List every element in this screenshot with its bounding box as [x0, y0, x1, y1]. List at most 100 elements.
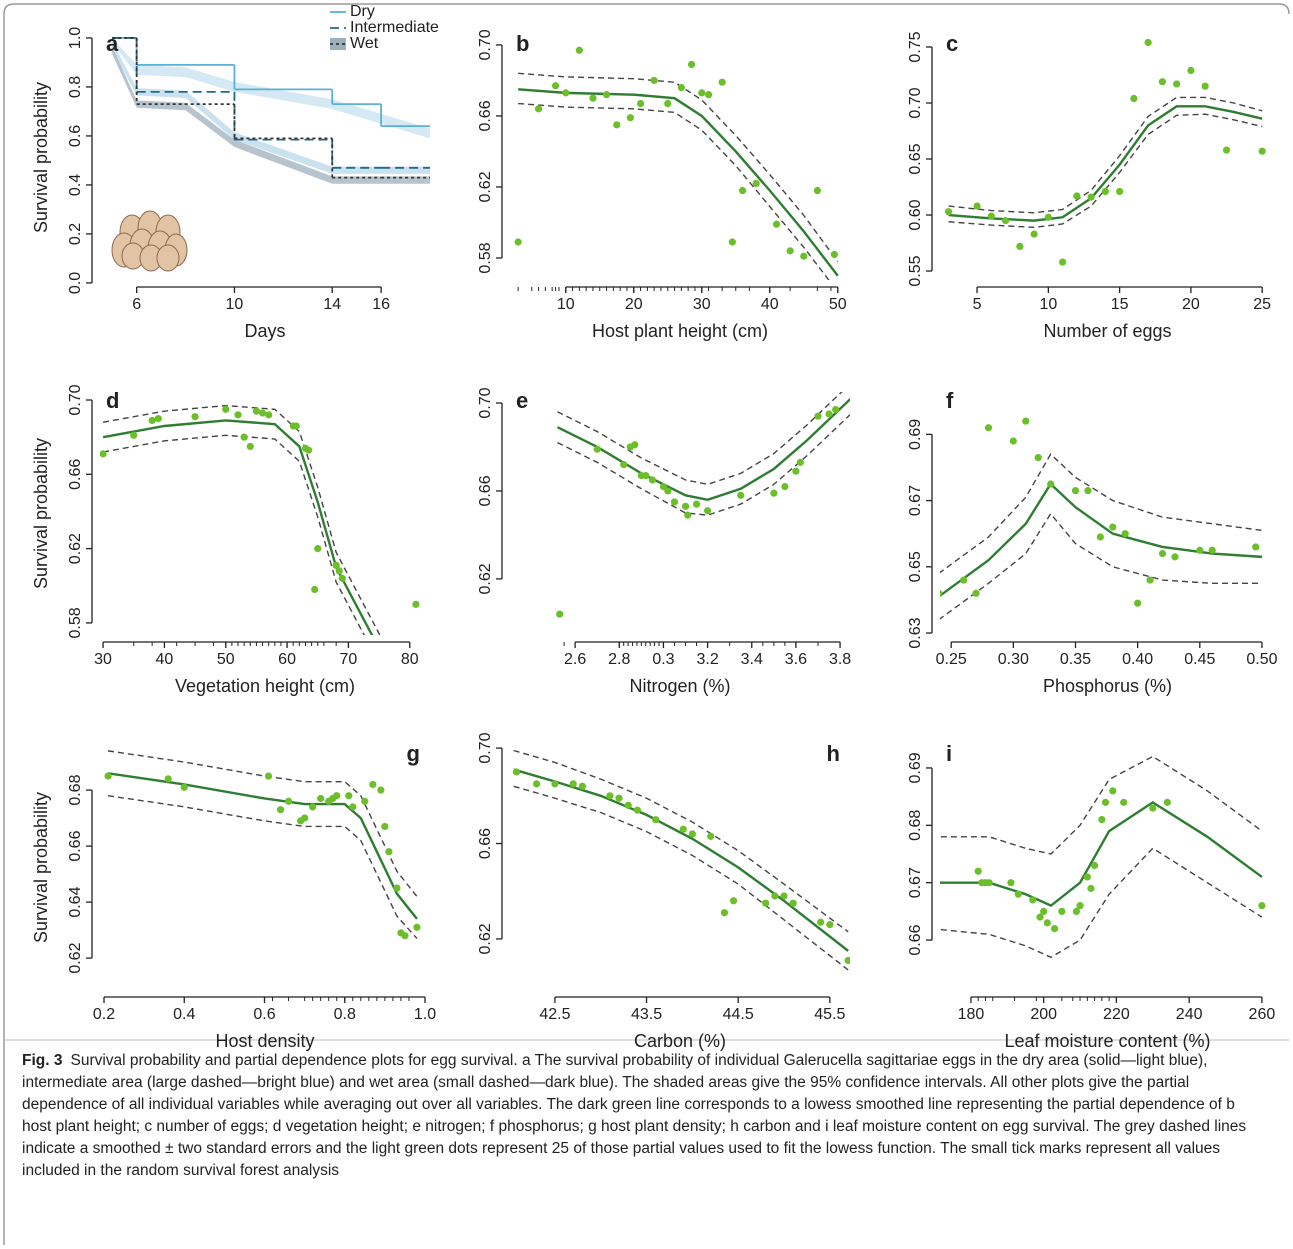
point	[830, 250, 838, 259]
caption-label: Fig. 3	[22, 1052, 63, 1069]
point	[514, 238, 522, 246]
x-tick-label: 0.2	[93, 1006, 115, 1023]
point	[1098, 815, 1106, 824]
point	[974, 867, 982, 875]
confidence-band	[112, 41, 430, 174]
x-tick-label: 0.6	[253, 1006, 275, 1023]
point	[338, 574, 346, 582]
point	[1083, 873, 1091, 881]
point	[1201, 82, 1209, 90]
point	[575, 46, 583, 54]
error-line	[518, 102, 830, 280]
y-tick-label: 0.69	[907, 419, 924, 450]
legend-label: Intermediate	[350, 19, 439, 36]
error-line	[940, 755, 1263, 855]
point	[704, 91, 713, 99]
point	[985, 879, 993, 887]
point	[826, 921, 834, 929]
point	[1047, 480, 1055, 488]
point	[534, 105, 543, 113]
point	[191, 413, 199, 421]
y-tick-label: 0.2	[67, 223, 84, 245]
point	[551, 780, 559, 788]
point	[800, 252, 808, 260]
point	[104, 772, 112, 780]
point	[385, 848, 393, 856]
x-tick-label: 20	[625, 296, 643, 313]
confidence-band	[112, 37, 430, 139]
x-tick-label: 240	[1176, 1006, 1203, 1023]
point	[738, 186, 747, 195]
y-tick-label: 0.70	[477, 387, 494, 418]
point	[309, 803, 317, 811]
point	[940, 589, 943, 597]
x-tick-label: 3.6	[785, 651, 807, 668]
x-tick-label: 0.50	[1246, 651, 1277, 668]
panel: 0.63 0.65 0.67 0.69 0.25 0.30 0.35 0.40 0.45 0.50…	[907, 388, 1277, 696]
plot-area	[556, 392, 850, 618]
point	[1073, 192, 1081, 200]
point	[593, 445, 601, 453]
x-tick-label: 42.5	[539, 1006, 570, 1023]
y-tick-label: 0.75	[907, 31, 924, 62]
x-tick-label: 2.6	[564, 651, 586, 668]
caption: Fig. 3 Survival probability and partial d…	[22, 1050, 1267, 1182]
panel-label: d	[106, 388, 119, 413]
point	[1016, 242, 1024, 250]
point	[987, 212, 995, 220]
point	[311, 585, 319, 594]
y-tick-label: 0.62	[477, 923, 494, 954]
x-tick-label: 60	[278, 651, 296, 668]
point	[240, 433, 248, 441]
x-axis-title: Nitrogen (%)	[629, 676, 730, 696]
point	[1043, 919, 1051, 927]
point	[569, 780, 577, 788]
point	[707, 832, 715, 840]
point	[1030, 230, 1038, 238]
y-tick-label: 0.66	[477, 475, 494, 506]
point	[556, 610, 564, 618]
y-axis-title: Survival probability	[31, 438, 51, 589]
point	[1022, 417, 1030, 425]
y-tick-label: 0.62	[477, 563, 494, 594]
point	[252, 407, 261, 415]
point	[796, 458, 804, 466]
point	[589, 94, 597, 102]
point	[718, 78, 726, 86]
point	[813, 186, 821, 195]
point	[1071, 487, 1080, 495]
point	[1040, 907, 1048, 915]
point	[677, 83, 685, 92]
point	[1087, 884, 1095, 893]
point	[817, 918, 825, 926]
point	[1076, 902, 1084, 910]
caption-text: Survival probability and partial depende…	[22, 1052, 1247, 1179]
point	[631, 441, 639, 449]
point	[1171, 553, 1179, 561]
point	[1034, 453, 1042, 462]
panel: 0.58 0.62 0.66 0.70 30 40 50 60 70 80 Vegetation h…	[31, 384, 420, 696]
y-tick-label: 0.65	[907, 551, 924, 582]
confidence-band	[112, 46, 430, 184]
y-tick-label: 0.66	[477, 100, 494, 131]
point	[301, 814, 309, 822]
point	[1149, 804, 1157, 812]
x-tick-label: 10	[1039, 296, 1057, 313]
panel-label: b	[516, 31, 529, 56]
point	[317, 794, 325, 803]
point	[681, 502, 690, 510]
point	[814, 412, 822, 420]
point	[626, 114, 634, 122]
y-tick-label: 0.66	[477, 828, 494, 859]
point	[688, 830, 696, 838]
point	[314, 545, 322, 553]
point	[1258, 147, 1266, 155]
x-tick-label: 10	[226, 296, 244, 313]
point	[648, 476, 657, 484]
lowess-line	[948, 105, 1263, 222]
panel: 0.62 0.66 0.70 42.5 43.5 44.5 45.5 Carbon (%) h	[477, 732, 850, 1051]
panel: 0.58 0.62 0.66 0.70 10 20 30 40 50 Host plant hei…	[477, 29, 847, 340]
point	[844, 956, 850, 965]
x-axis-title: Host density	[215, 1031, 314, 1051]
point	[164, 775, 172, 783]
